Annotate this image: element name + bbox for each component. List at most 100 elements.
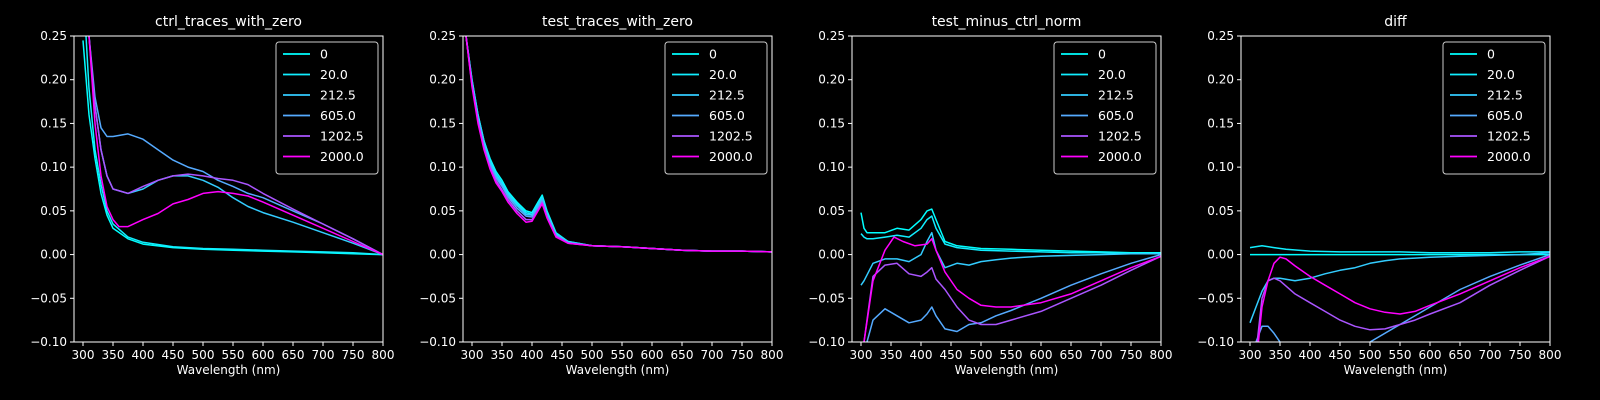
- x-tick-label: 500: [581, 348, 604, 362]
- x-tick-label: 600: [1419, 348, 1442, 362]
- legend: 0 20.0 212.5 605.0 1202.5 2000.0: [1053, 41, 1157, 175]
- plot-frame: [73, 35, 384, 343]
- chart-title: ctrl_traces_with_zero: [155, 14, 302, 30]
- y-tick-label: 0.05: [818, 204, 845, 218]
- x-tick-label: 600: [1030, 348, 1053, 362]
- x-tick-label: 700: [312, 348, 335, 362]
- legend-label: 0: [320, 47, 328, 62]
- x-tick-label: 650: [671, 348, 694, 362]
- x-tick-label: 550: [222, 348, 245, 362]
- y-tick-label: −0.10: [1197, 335, 1234, 349]
- x-tick-label: 450: [162, 348, 185, 362]
- legend-label: 1202.5: [1487, 129, 1531, 144]
- legend-label: 2000.0: [709, 149, 753, 164]
- series-line-20.0: [860, 215, 1161, 255]
- series-line-1202.5: [88, 36, 383, 256]
- x-axis-label: Wavelength (nm): [177, 363, 281, 377]
- x-tick-label: 500: [970, 348, 993, 362]
- series-group: [465, 36, 772, 253]
- series-line-0: [860, 208, 1161, 254]
- x-tick-label: 300: [72, 348, 95, 362]
- x-tick-label: 800: [761, 348, 784, 362]
- plot-frame: [851, 35, 1162, 343]
- series-line-2000.0: [465, 36, 772, 253]
- y-tick-label: 0.25: [818, 29, 845, 43]
- y-tick-label: 0.00: [429, 248, 456, 262]
- legend-label: 605.0: [1487, 108, 1523, 123]
- x-tick-label: 400: [910, 348, 933, 362]
- series-line-605.0: [88, 36, 383, 256]
- legend: 0 20.0 212.5 605.0 1202.5 2000.0: [1442, 41, 1546, 175]
- chart-panel-4: 300 350 400 450 500 550 600 650 700 750 800 −0.10 −0…: [1197, 14, 1561, 377]
- y-tick-label: 0.05: [1207, 204, 1234, 218]
- x-tick-label: 450: [940, 348, 963, 362]
- x-tick-label: 350: [491, 348, 514, 362]
- series-line-1202.5: [1256, 255, 1550, 342]
- legend-label: 20.0: [1487, 67, 1515, 82]
- series-line-20.0: [1249, 245, 1550, 254]
- y-tick-label: 0.20: [1207, 73, 1234, 87]
- y-tick-label: 0.10: [1207, 160, 1234, 174]
- y-tick-label: −0.05: [30, 291, 67, 305]
- legend-label: 1202.5: [709, 129, 753, 144]
- legend-label: 20.0: [709, 67, 737, 82]
- legend-label: 212.5: [320, 88, 356, 103]
- y-tick-label: 0.00: [1207, 248, 1234, 262]
- legend: 0 20.0 212.5 605.0 1202.5 2000.0: [275, 41, 379, 175]
- chart-title: test_minus_ctrl_norm: [932, 14, 1082, 30]
- chart-panel-3: 300 350 400 450 500 550 600 650 700 750 800 −0.10 −0…: [808, 14, 1172, 377]
- x-tick-label: 350: [1269, 348, 1292, 362]
- x-axis-label: Wavelength (nm): [566, 363, 670, 377]
- y-tick-label: 0.05: [429, 204, 456, 218]
- y-tick-label: 0.10: [818, 160, 845, 174]
- x-tick-label: 600: [641, 348, 664, 362]
- chart-title: test_traces_with_zero: [542, 14, 693, 30]
- y-tick-label: 0.10: [429, 160, 456, 174]
- legend-label: 20.0: [320, 67, 348, 82]
- series-line-2000.0: [1257, 255, 1550, 342]
- y-tick-label: 0.00: [40, 248, 67, 262]
- y-tick-label: 0.00: [818, 248, 845, 262]
- legend-label: 605.0: [709, 108, 745, 123]
- x-tick-label: 500: [1359, 348, 1382, 362]
- legend: 0 20.0 212.5 605.0 1202.5 2000.0: [664, 41, 768, 175]
- x-tick-label: 750: [1120, 348, 1143, 362]
- series-line-1202.5: [863, 255, 1161, 342]
- y-tick-label: 0.15: [40, 116, 67, 130]
- x-tick-label: 350: [880, 348, 903, 362]
- x-tick-label: 300: [461, 348, 484, 362]
- legend-label: 0: [1487, 47, 1495, 62]
- legend-label: 0: [1098, 47, 1106, 62]
- y-tick-label: −0.10: [30, 335, 67, 349]
- y-tick-label: 0.20: [818, 73, 845, 87]
- y-tick-label: 0.15: [818, 116, 845, 130]
- x-tick-label: 450: [1329, 348, 1352, 362]
- legend-label: 212.5: [709, 88, 745, 103]
- chart-title: diff: [1384, 14, 1407, 30]
- y-tick-label: 0.15: [1207, 116, 1234, 130]
- y-tick-label: −0.10: [419, 335, 456, 349]
- legend-label: 20.0: [1098, 67, 1126, 82]
- x-tick-label: 550: [1000, 348, 1023, 362]
- x-tick-label: 400: [132, 348, 155, 362]
- y-tick-label: −0.05: [808, 291, 845, 305]
- x-tick-label: 800: [372, 348, 395, 362]
- x-tick-label: 500: [192, 348, 215, 362]
- y-tick-label: 0.20: [40, 73, 67, 87]
- series-line-0: [82, 40, 383, 256]
- series-line-605.0: [866, 253, 1161, 342]
- legend-label: 0: [709, 47, 717, 62]
- legend-label: 212.5: [1098, 88, 1134, 103]
- plot-frame: [1240, 35, 1551, 343]
- y-tick-label: 0.15: [429, 116, 456, 130]
- x-tick-label: 650: [282, 348, 305, 362]
- series-line-2000.0: [88, 36, 383, 256]
- x-axis-label: Wavelength (nm): [1344, 363, 1448, 377]
- y-tick-label: 0.05: [40, 204, 67, 218]
- x-tick-label: 350: [102, 348, 125, 362]
- legend-label: 2000.0: [320, 149, 364, 164]
- series-line-20.0: [85, 36, 383, 256]
- x-tick-label: 750: [1509, 348, 1532, 362]
- x-tick-label: 600: [252, 348, 275, 362]
